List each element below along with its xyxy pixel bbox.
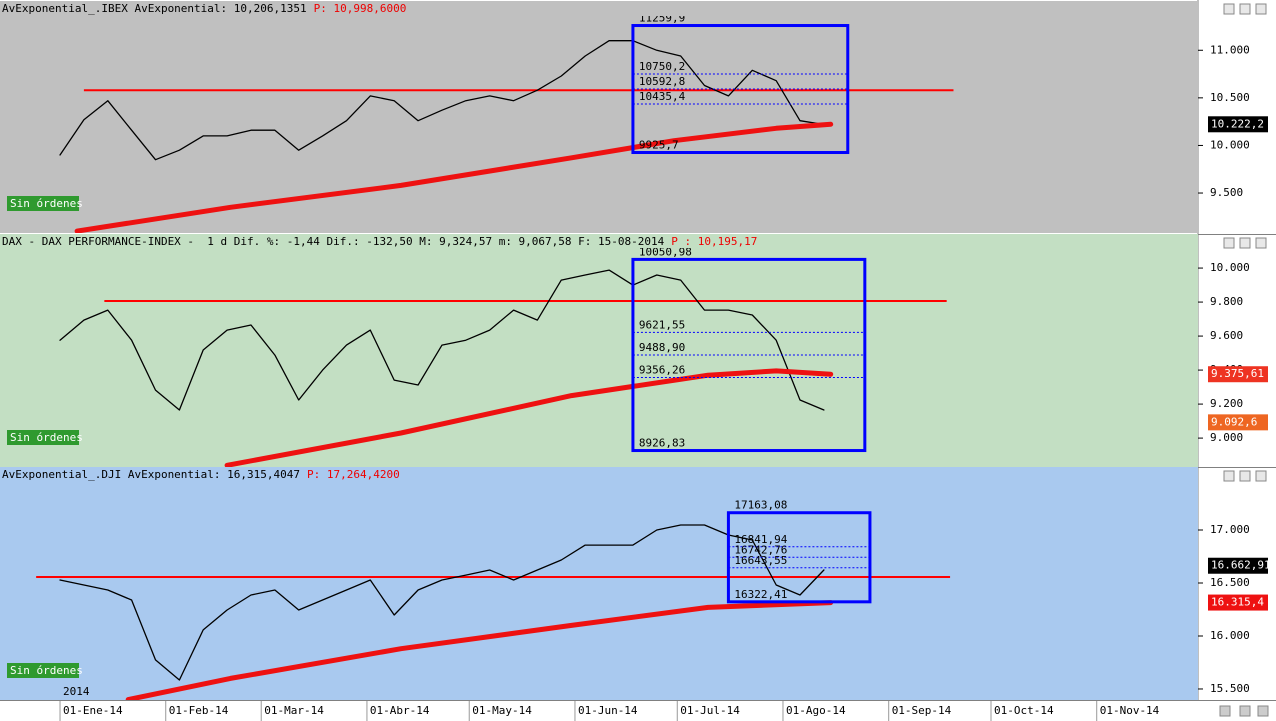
box-label: 17163,08 [734, 499, 787, 512]
price-tag [1208, 557, 1268, 574]
y-tick-label: 9.000 [1210, 431, 1243, 444]
moving-average [224, 368, 834, 467]
level-label: 16841,94 [734, 533, 787, 546]
level-label: 9488,90 [639, 341, 685, 354]
y-tick-label: 9.600 [1210, 329, 1243, 342]
close-button[interactable] [1255, 237, 1267, 249]
y-tick-label: 10.000 [1210, 261, 1250, 274]
panel-buttons [1219, 3, 1269, 717]
minimize-button[interactable] [1223, 3, 1235, 15]
panel-background [0, 234, 1198, 467]
status-label: Sin órdenes [10, 664, 83, 677]
panel-title: DAX - DAX PERFORMANCE-INDEX - 1 d Dif. %… [2, 235, 665, 248]
box-label: 9925,7 [639, 139, 679, 152]
y-tick-label: 9.500 [1210, 186, 1243, 199]
moving-average [125, 600, 834, 700]
level-label: 10592,8 [639, 75, 685, 88]
box-label: 11259,9 [639, 12, 685, 25]
level-label: 9356,26 [639, 364, 685, 377]
level-label: 16742,76 [734, 543, 787, 556]
panel-price-note: P : 10,195,17 [671, 235, 757, 248]
print-button[interactable] [1239, 705, 1251, 717]
status-label: Sin órdenes [10, 197, 83, 210]
panel-background [0, 467, 1198, 700]
price-tag [1208, 414, 1268, 431]
y-tick-label: 11.000 [1210, 43, 1250, 56]
x-tick-label: 01-Nov-14 [1100, 704, 1160, 717]
minimize-button[interactable] [1223, 470, 1235, 482]
maximize-button[interactable] [1239, 3, 1251, 15]
price-line [59, 40, 825, 161]
level-label: 10435,4 [639, 90, 686, 103]
save-button[interactable] [1219, 705, 1231, 717]
price-axis-area [1198, 0, 1276, 721]
plot: 8926,83 10050,98 9621,55 9488,90 9356,26 [59, 245, 947, 467]
price-tag [1208, 366, 1268, 383]
x-tick-label: 01-Abr-14 [370, 704, 430, 717]
status-box [7, 196, 79, 211]
x-tick-label: 01-Ene-14 [63, 704, 123, 717]
year-label: 2014 [63, 685, 90, 698]
maximize-button[interactable] [1239, 237, 1251, 249]
x-tick-label: 01-Jun-14 [578, 704, 638, 717]
box-label: 10050,98 [639, 245, 692, 258]
y-tick-label: 10.500 [1210, 91, 1250, 104]
price-tag-label: 16.662,91 [1211, 559, 1271, 572]
y-tick-label: 16.500 [1210, 576, 1250, 589]
panel-title: AvExponential_.DJI AvExponential: 16,315… [2, 468, 300, 481]
y-tick-label: 9.200 [1210, 397, 1243, 410]
level-label: 9621,55 [639, 318, 685, 331]
x-tick-label: 01-Sep-14 [892, 704, 952, 717]
level-label: 16643,55 [734, 554, 787, 567]
minimize-button[interactable] [1223, 237, 1235, 249]
price-tag-label: 9.092,6 [1211, 415, 1257, 428]
panel-title: AvExponential_.IBEX AvExponential: 10,20… [2, 2, 307, 15]
box-label: 16322,41 [734, 588, 787, 601]
y-tick-label: 15.500 [1210, 682, 1250, 695]
maximize-button[interactable] [1239, 470, 1251, 482]
close-button[interactable] [1255, 470, 1267, 482]
price-tag-label: 9.375,61 [1211, 367, 1264, 380]
status-label: Sin órdenes [10, 431, 83, 444]
status-box [7, 430, 79, 445]
y-tick-label: 10.000 [1210, 138, 1250, 151]
status-box [7, 663, 79, 678]
x-tick-label: 01-Ago-14 [786, 704, 846, 717]
panel-background [0, 1, 1198, 233]
x-tick-label: 01-Jul-14 [680, 704, 740, 717]
y-tick-label: 9.800 [1210, 295, 1243, 308]
moving-average [74, 121, 834, 233]
panel-price-note: P: 10,998,6000 [314, 2, 407, 15]
plot: 9925,7 11259,9 10750,2 10592,8 10435,4 [59, 12, 954, 233]
x-tick-label: 01-Mar-14 [264, 704, 324, 717]
box-label: 8926,83 [639, 437, 685, 450]
y-tick-label: 17.000 [1210, 523, 1250, 536]
x-tick-label: 01-Oct-14 [994, 704, 1054, 717]
y-tick-label: 16.000 [1210, 629, 1250, 642]
price-line [59, 269, 825, 411]
price-tag [1208, 594, 1268, 611]
close-button[interactable] [1255, 3, 1267, 15]
price-tag-label: 16.315,4 [1211, 596, 1264, 609]
time-axis-area [0, 701, 1276, 721]
price-tag-label: 10.222,2 [1211, 117, 1264, 130]
level-label: 10750,2 [639, 60, 685, 73]
price-line [59, 524, 825, 681]
x-tick-label: 01-May-14 [472, 704, 532, 717]
options-button[interactable] [1257, 705, 1269, 717]
x-tick-label: 01-Feb-14 [169, 704, 229, 717]
panel-price-note: P: 17,264,4200 [307, 468, 400, 481]
price-tag [1208, 116, 1268, 133]
